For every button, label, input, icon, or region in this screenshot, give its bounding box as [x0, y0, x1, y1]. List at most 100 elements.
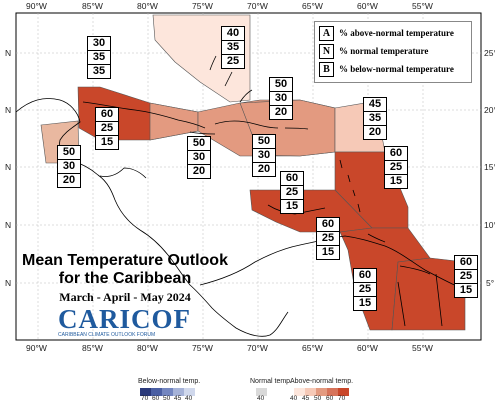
scale-tick: 45 — [174, 395, 182, 402]
normal-value: 25 — [454, 269, 478, 284]
normal-value: 30 — [187, 150, 211, 165]
normal-value: 30 — [269, 91, 293, 106]
region-stack-central: 50 30 20 — [57, 145, 81, 188]
normal-value: 25 — [384, 160, 408, 175]
region-stack-leeward: 45 35 20 — [363, 97, 387, 140]
region-stack-trinidad: 60 25 15 — [316, 217, 340, 260]
lon-tick: 65°W — [302, 343, 323, 353]
lat-tick: N — [5, 105, 12, 115]
above-value: 50 — [252, 134, 276, 149]
scale-tick: 50 — [163, 395, 171, 402]
below-value: 35 — [87, 64, 111, 79]
lon-tick: 65°W — [302, 1, 323, 11]
lon-tick: 55°W — [412, 343, 433, 353]
below-value: 15 — [280, 199, 304, 214]
above-value: 60 — [384, 146, 408, 161]
lon-tick: 80°W — [137, 1, 158, 11]
scale-tick: 60 — [152, 395, 160, 402]
region-stack-caribbean-south: 60 25 15 — [280, 171, 304, 214]
above-value: 40 — [221, 26, 245, 41]
lon-tick: 60°W — [357, 343, 378, 353]
above-value: 45 — [363, 97, 387, 112]
above-value: 60 — [280, 171, 304, 186]
lat-tick: 10° — [484, 220, 495, 230]
below-value: 20 — [57, 173, 81, 188]
below-value: 15 — [316, 245, 340, 260]
region-stack-eastern: 60 25 15 — [384, 146, 408, 189]
lon-tick: 85°W — [82, 1, 103, 11]
lat-tick: N — [5, 278, 12, 288]
scale-tick: 70 — [141, 395, 149, 402]
scale-cell-above-60 — [327, 388, 338, 396]
region-stack-puerto-rico: 50 30 20 — [252, 134, 276, 177]
lon-tick: 75°W — [192, 1, 213, 11]
below-value: 20 — [363, 125, 387, 140]
scale-cell-above-70 — [338, 388, 349, 396]
above-value: 50 — [269, 77, 293, 92]
legend-key: N — [319, 43, 334, 59]
lat-tick: 20° — [484, 105, 495, 115]
lon-tick: 75°W — [192, 343, 213, 353]
legend-row-normal: N % normal temperature — [319, 43, 429, 59]
normal-value: 25 — [353, 282, 377, 297]
above-value: 60 — [95, 107, 119, 122]
above-value: 50 — [187, 136, 211, 151]
lat-tick: N — [5, 162, 12, 172]
legend-key: A — [319, 25, 334, 41]
lat-tick: N — [5, 48, 12, 58]
below-value: 15 — [454, 283, 478, 298]
above-value: 50 — [57, 145, 81, 160]
below-value: 20 — [269, 105, 293, 120]
scale-tick: 70 — [338, 395, 346, 402]
map-title: Mean Temperature Outlook — [22, 252, 228, 269]
scale-tick: 40 — [257, 395, 265, 402]
scale-cell-below-60 — [151, 388, 162, 396]
legend-text: % below-normal temperature — [339, 64, 454, 74]
above-value: 60 — [316, 217, 340, 232]
scale-cell-below-50 — [162, 388, 173, 396]
scale-cell-above-50 — [316, 388, 327, 396]
scale-normal-label: Normal temp. — [250, 378, 293, 385]
season-label: March - April - May 2024 — [59, 290, 191, 304]
lat-tick: 5° — [486, 278, 495, 288]
region-stack-hispaniola: 50 30 20 — [269, 77, 293, 120]
above-value: 30 — [87, 36, 111, 51]
normal-value: 30 — [57, 159, 81, 174]
lat-tick: N — [5, 220, 12, 230]
region-stack-cuba-jamaica: 60 25 15 — [95, 107, 119, 150]
below-value: 15 — [353, 296, 377, 311]
scale-cell-above-40 — [294, 388, 305, 396]
region-stack-greater-antilles: 50 30 20 — [187, 136, 211, 179]
lon-tick: 80°W — [137, 343, 158, 353]
below-value: 15 — [95, 135, 119, 150]
scale-cell-below-40 — [184, 388, 195, 396]
scale-above-label: Above-normal temp. — [290, 378, 354, 385]
normal-value: 25 — [95, 121, 119, 136]
scale-cell-above-45 — [305, 388, 316, 396]
lon-tick: 55°W — [412, 1, 433, 11]
lon-tick: 70°W — [247, 343, 268, 353]
scale-cell-below-70 — [140, 388, 151, 396]
lon-tick: 90°W — [26, 1, 47, 11]
below-value: 15 — [384, 174, 408, 189]
lat-tick: 15° — [484, 162, 495, 172]
scale-tick: 40 — [290, 395, 298, 402]
region-stack-guyana: 60 25 15 — [353, 268, 377, 311]
legend-text: % normal temperature — [339, 46, 429, 56]
normal-value: 30 — [252, 148, 276, 163]
scale-tick: 50 — [314, 395, 322, 402]
scale-tick: 40 — [185, 395, 193, 402]
normal-value: 35 — [87, 50, 111, 65]
region-stack-french-guiana: 60 25 15 — [454, 255, 478, 298]
scale-tick: 45 — [302, 395, 310, 402]
below-value: 20 — [252, 162, 276, 177]
map-subtitle: for the Caribbean — [58, 270, 192, 287]
region-stack-bahamas: 40 35 25 — [221, 26, 245, 69]
normal-value: 25 — [316, 231, 340, 246]
logo-subtitle: CARIBBEAN CLIMATE OUTLOOK FORUM — [58, 332, 156, 338]
scale-cell-normal — [256, 388, 267, 396]
scale-below-label: Below-normal temp. — [138, 378, 201, 385]
below-value: 20 — [187, 164, 211, 179]
normal-value: 25 — [280, 185, 304, 200]
legend-row-above: A % above-normal temperature — [319, 25, 454, 41]
